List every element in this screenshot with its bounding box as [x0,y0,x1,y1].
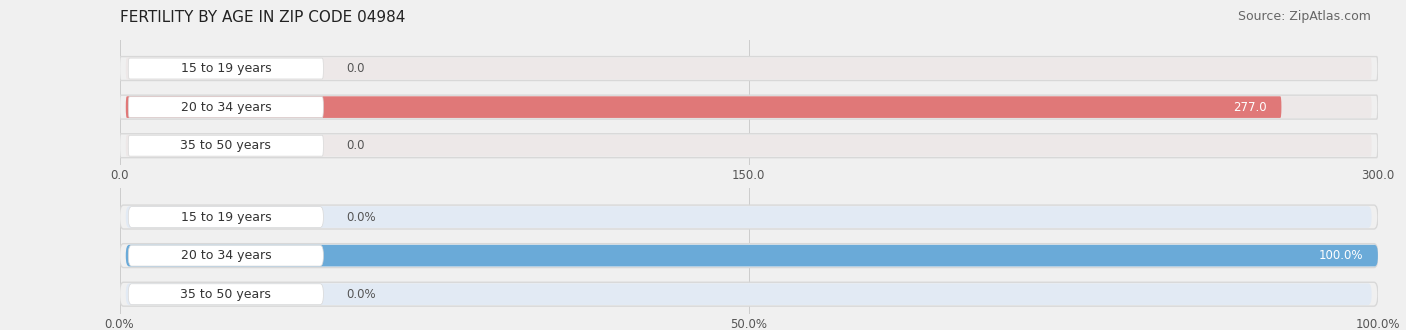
Text: 277.0: 277.0 [1233,101,1267,114]
Text: 15 to 19 years: 15 to 19 years [180,62,271,75]
Text: 20 to 34 years: 20 to 34 years [180,249,271,262]
Text: 0.0: 0.0 [346,62,364,75]
FancyBboxPatch shape [120,95,1378,119]
Text: 100.0%: 100.0% [1319,249,1362,262]
FancyBboxPatch shape [128,207,323,227]
FancyBboxPatch shape [125,283,1372,305]
Text: Source: ZipAtlas.com: Source: ZipAtlas.com [1237,10,1371,23]
FancyBboxPatch shape [120,282,1378,306]
FancyBboxPatch shape [125,96,1372,118]
FancyBboxPatch shape [128,135,323,156]
Text: 0.0%: 0.0% [346,211,375,223]
FancyBboxPatch shape [120,134,1378,158]
FancyBboxPatch shape [128,58,323,79]
FancyBboxPatch shape [125,58,1372,79]
FancyBboxPatch shape [125,96,1281,118]
Text: 35 to 50 years: 35 to 50 years [180,288,271,301]
FancyBboxPatch shape [120,244,1378,268]
FancyBboxPatch shape [125,206,1372,228]
Text: 35 to 50 years: 35 to 50 years [180,139,271,152]
FancyBboxPatch shape [128,245,323,266]
Text: 0.0: 0.0 [346,139,364,152]
FancyBboxPatch shape [125,245,1378,266]
FancyBboxPatch shape [120,56,1378,81]
FancyBboxPatch shape [128,284,323,305]
FancyBboxPatch shape [128,97,323,117]
Text: 20 to 34 years: 20 to 34 years [180,101,271,114]
Text: 0.0%: 0.0% [346,288,375,301]
Text: FERTILITY BY AGE IN ZIP CODE 04984: FERTILITY BY AGE IN ZIP CODE 04984 [120,10,405,25]
FancyBboxPatch shape [125,245,1372,266]
Text: 15 to 19 years: 15 to 19 years [180,211,271,223]
FancyBboxPatch shape [120,205,1378,229]
FancyBboxPatch shape [125,135,1372,156]
